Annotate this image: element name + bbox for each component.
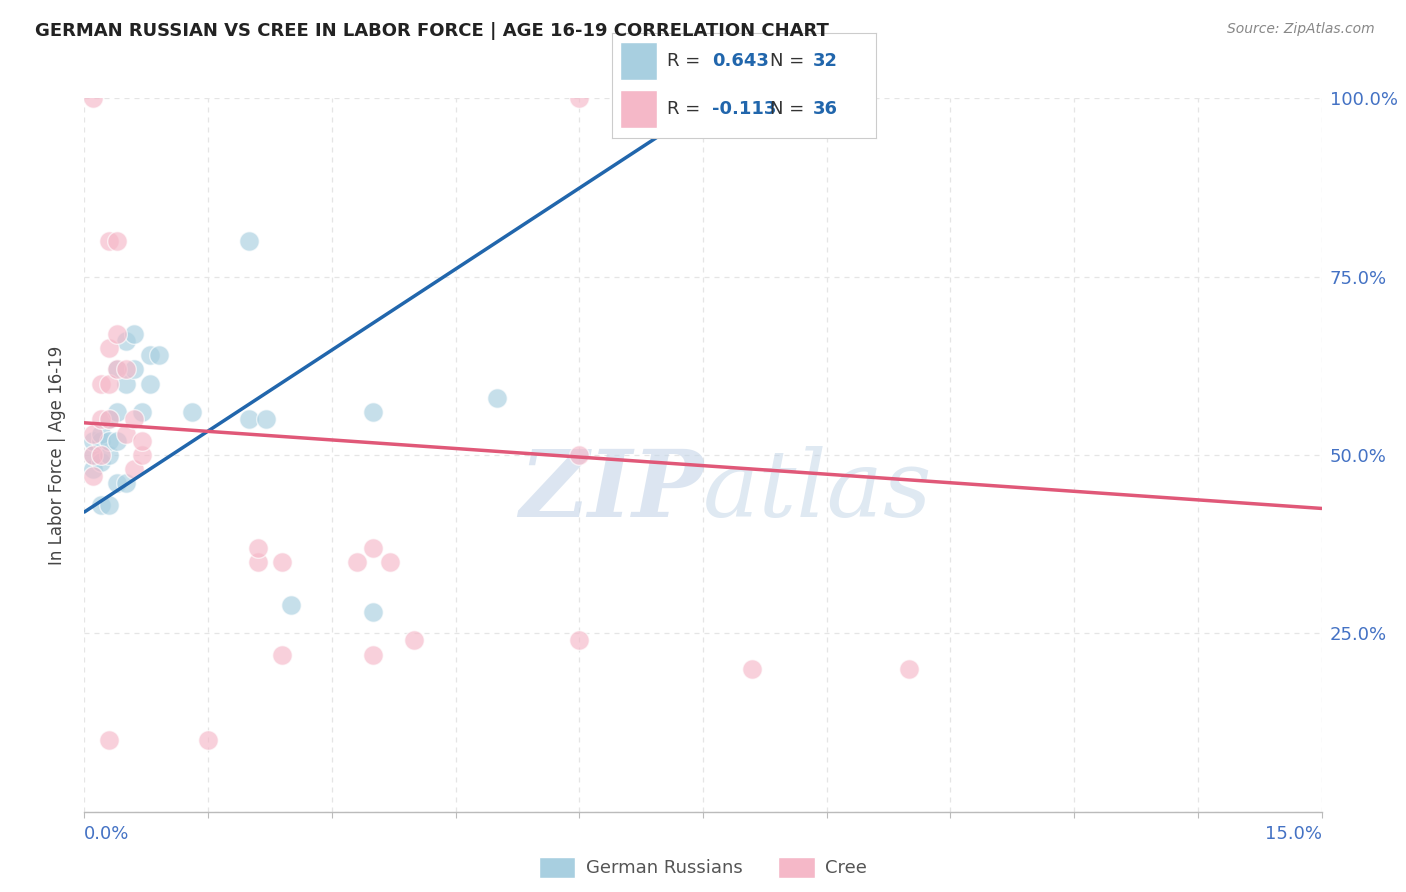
- Point: [122, 412, 145, 426]
- Point: [361, 648, 384, 662]
- Point: [98, 412, 121, 426]
- Point: [361, 541, 384, 555]
- Point: [404, 633, 426, 648]
- Text: R =: R =: [666, 100, 706, 118]
- Text: GERMAN RUSSIAN VS CREE IN LABOR FORCE | AGE 16-19 CORRELATION CHART: GERMAN RUSSIAN VS CREE IN LABOR FORCE | …: [35, 22, 830, 40]
- Point: [280, 598, 302, 612]
- Text: R =: R =: [666, 53, 706, 70]
- Point: [114, 334, 136, 348]
- Point: [82, 469, 104, 483]
- Point: [898, 662, 921, 676]
- Point: [105, 326, 128, 341]
- Point: [246, 541, 269, 555]
- Text: N =: N =: [770, 100, 810, 118]
- Point: [131, 448, 153, 462]
- Point: [90, 448, 112, 462]
- Point: [82, 448, 104, 462]
- Text: N =: N =: [770, 53, 810, 70]
- Point: [180, 405, 202, 419]
- Bar: [620, 43, 657, 80]
- Point: [98, 498, 121, 512]
- Point: [246, 555, 269, 569]
- Text: Source: ZipAtlas.com: Source: ZipAtlas.com: [1227, 22, 1375, 37]
- Text: ZIP: ZIP: [519, 446, 703, 535]
- Text: 0.0%: 0.0%: [84, 825, 129, 843]
- Point: [90, 412, 112, 426]
- Point: [568, 633, 591, 648]
- Point: [90, 455, 112, 469]
- Y-axis label: In Labor Force | Age 16-19: In Labor Force | Age 16-19: [48, 345, 66, 565]
- Point: [82, 448, 104, 462]
- Point: [238, 412, 260, 426]
- Point: [197, 733, 219, 747]
- Point: [90, 426, 112, 441]
- Point: [98, 434, 121, 448]
- Point: [254, 412, 277, 426]
- Point: [98, 341, 121, 355]
- Point: [90, 498, 112, 512]
- Text: 32: 32: [813, 53, 838, 70]
- Bar: [620, 90, 657, 128]
- Point: [361, 405, 384, 419]
- Text: 15.0%: 15.0%: [1264, 825, 1322, 843]
- Point: [361, 605, 384, 619]
- Point: [114, 376, 136, 391]
- Point: [105, 476, 128, 491]
- Point: [122, 362, 145, 376]
- Point: [105, 234, 128, 248]
- Point: [82, 426, 104, 441]
- Point: [98, 448, 121, 462]
- Point: [105, 405, 128, 419]
- Point: [271, 648, 294, 662]
- Point: [378, 555, 401, 569]
- Point: [82, 91, 104, 105]
- Point: [105, 362, 128, 376]
- Point: [82, 434, 104, 448]
- Text: 36: 36: [813, 100, 838, 118]
- Point: [98, 733, 121, 747]
- Point: [90, 376, 112, 391]
- Point: [148, 348, 170, 362]
- Point: [346, 555, 368, 569]
- Point: [122, 326, 145, 341]
- Point: [122, 462, 145, 476]
- Point: [741, 662, 763, 676]
- Point: [114, 426, 136, 441]
- Point: [90, 434, 112, 448]
- Point: [485, 391, 508, 405]
- Text: -0.113: -0.113: [711, 100, 776, 118]
- Point: [98, 234, 121, 248]
- Text: atlas: atlas: [703, 446, 932, 535]
- Point: [139, 348, 162, 362]
- Point: [139, 376, 162, 391]
- Point: [568, 91, 591, 105]
- Text: 0.643: 0.643: [711, 53, 769, 70]
- Point: [238, 234, 260, 248]
- Legend: German Russians, Cree: German Russians, Cree: [531, 849, 875, 885]
- Point: [105, 362, 128, 376]
- Point: [114, 362, 136, 376]
- Point: [131, 405, 153, 419]
- Point: [568, 448, 591, 462]
- Point: [114, 476, 136, 491]
- Point: [82, 462, 104, 476]
- Point: [105, 434, 128, 448]
- Point: [98, 376, 121, 391]
- Point: [131, 434, 153, 448]
- Point: [271, 555, 294, 569]
- Point: [98, 412, 121, 426]
